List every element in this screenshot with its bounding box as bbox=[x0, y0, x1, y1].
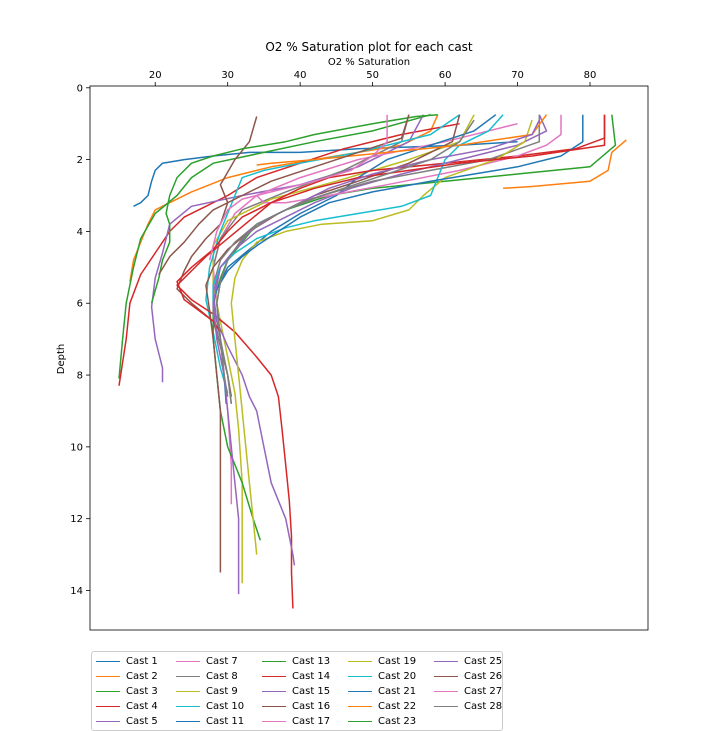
legend-swatch bbox=[262, 676, 286, 677]
y-tick-label: 12 bbox=[70, 514, 83, 525]
series-line-15 bbox=[212, 114, 548, 566]
series-lines bbox=[118, 113, 627, 609]
series-line-16 bbox=[205, 114, 461, 573]
legend-swatch bbox=[348, 676, 372, 677]
y-tick-label: 4 bbox=[77, 227, 83, 238]
x-tick-label: 80 bbox=[584, 70, 597, 81]
legend-label: Cast 16 bbox=[292, 701, 331, 712]
y-tick-label: 0 bbox=[77, 83, 83, 94]
legend-label: Cast 28 bbox=[464, 701, 503, 712]
legend-label: Cast 10 bbox=[206, 701, 245, 712]
chart-title: O2 % Saturation plot for each cast bbox=[265, 40, 473, 54]
legend-label: Cast 2 bbox=[126, 671, 158, 682]
legend-label: Cast 1 bbox=[126, 656, 158, 667]
series-line-24 bbox=[176, 114, 606, 333]
legend-label: Cast 26 bbox=[464, 671, 503, 682]
legend-label: Cast 11 bbox=[206, 716, 245, 727]
legend-swatch bbox=[434, 691, 458, 692]
legend-swatch bbox=[434, 676, 458, 677]
legend-swatch bbox=[176, 661, 200, 662]
series-line-3 bbox=[118, 113, 431, 379]
legend-label: Cast 7 bbox=[206, 656, 238, 667]
series-line-8 bbox=[212, 114, 410, 404]
legend-swatch bbox=[348, 706, 372, 707]
legend-swatch bbox=[262, 706, 286, 707]
series-line-13 bbox=[212, 114, 617, 541]
legend-swatch bbox=[176, 721, 200, 722]
legend-label: Cast 20 bbox=[378, 671, 417, 682]
legend-swatch bbox=[348, 661, 372, 662]
legend-swatch bbox=[96, 721, 120, 722]
legend-label: Cast 27 bbox=[464, 686, 503, 697]
series-line-1 bbox=[133, 140, 518, 207]
legend-swatch bbox=[96, 661, 120, 662]
legend-swatch bbox=[96, 676, 120, 677]
y-axis-label: Depth bbox=[56, 344, 67, 374]
legend-label: Cast 9 bbox=[206, 686, 238, 697]
y-tick-label: 14 bbox=[70, 586, 83, 597]
series-line-12 bbox=[503, 139, 627, 190]
legend-label: Cast 4 bbox=[126, 701, 158, 712]
legend-swatch bbox=[96, 706, 120, 707]
legend-swatch bbox=[434, 661, 458, 662]
y-tick-label: 2 bbox=[77, 155, 83, 166]
series-line-28 bbox=[216, 119, 475, 397]
y-tick-label: 10 bbox=[70, 442, 83, 453]
legend-swatch bbox=[434, 706, 458, 707]
series-line-2 bbox=[129, 114, 439, 282]
legend-label: Cast 8 bbox=[206, 671, 238, 682]
series-line-26 bbox=[158, 114, 410, 275]
legend-label: Cast 23 bbox=[378, 716, 417, 727]
legend-label: Cast 3 bbox=[126, 686, 158, 697]
legend-label: Cast 5 bbox=[126, 716, 158, 727]
legend-swatch bbox=[348, 691, 372, 692]
series-line-4 bbox=[118, 122, 460, 386]
legend-label: Cast 17 bbox=[292, 716, 331, 727]
x-tick-label: 30 bbox=[221, 70, 234, 81]
legend-swatch bbox=[176, 706, 200, 707]
x-tick-label: 70 bbox=[511, 70, 524, 81]
x-tick-label: 20 bbox=[149, 70, 162, 81]
y-tick-label: 6 bbox=[77, 299, 83, 310]
series-line-23 bbox=[150, 113, 438, 304]
plot-frame bbox=[89, 85, 649, 631]
x-axis-label: O2 % Saturation bbox=[328, 57, 410, 68]
x-axis-ticks: 20 30 40 50 60 70 80 bbox=[149, 70, 597, 86]
legend-swatch bbox=[262, 721, 286, 722]
x-tick-label: 40 bbox=[294, 70, 307, 81]
series-line-14 bbox=[176, 114, 606, 609]
legend-swatch bbox=[348, 721, 372, 722]
legend-swatch bbox=[262, 661, 286, 662]
legend-label: Cast 15 bbox=[292, 686, 331, 697]
legend-swatch bbox=[262, 691, 286, 692]
legend-label: Cast 19 bbox=[378, 656, 417, 667]
legend-label: Cast 22 bbox=[378, 701, 417, 712]
y-tick-label: 8 bbox=[77, 371, 83, 382]
x-tick-label: 60 bbox=[439, 70, 452, 81]
series-line-25 bbox=[212, 119, 540, 595]
legend-label: Cast 21 bbox=[378, 686, 417, 697]
legend-label: Cast 25 bbox=[464, 656, 503, 667]
series-line-17 bbox=[256, 114, 562, 204]
series-line-21 bbox=[212, 114, 584, 304]
legend-label: Cast 14 bbox=[292, 671, 331, 682]
legend-swatch bbox=[96, 691, 120, 692]
legend-swatch bbox=[176, 691, 200, 692]
y-axis-ticks: 0 2 4 6 8 10 12 14 bbox=[70, 83, 90, 597]
legend-swatch bbox=[176, 676, 200, 677]
series-line-20 bbox=[212, 114, 504, 304]
series-line-18 bbox=[212, 114, 541, 404]
legend-label: Cast 13 bbox=[292, 656, 331, 667]
series-line-27 bbox=[208, 114, 388, 261]
x-tick-label: 50 bbox=[366, 70, 379, 81]
